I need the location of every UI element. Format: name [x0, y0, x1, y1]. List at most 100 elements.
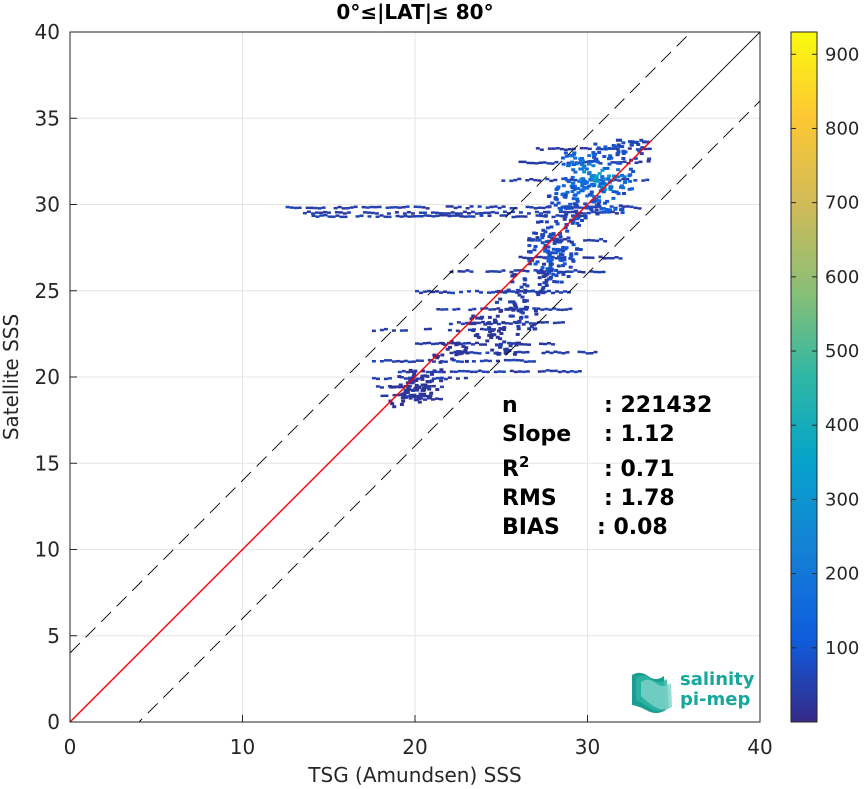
density-cell	[562, 258, 567, 262]
density-cell	[621, 186, 626, 190]
density-cell	[539, 214, 544, 218]
density-cell	[615, 161, 620, 165]
y-tick-label: 25	[35, 279, 60, 303]
density-cell	[484, 307, 489, 310]
density-cell	[628, 140, 632, 144]
stat-label-r2: R2	[502, 453, 529, 482]
density-cell	[448, 345, 452, 349]
density-cell	[561, 352, 566, 355]
density-cell	[429, 391, 434, 395]
density-cell	[458, 212, 463, 215]
density-cell	[561, 162, 566, 166]
density-cell	[556, 240, 561, 244]
density-cell	[321, 206, 326, 209]
density-cell	[431, 398, 435, 401]
density-cell	[590, 176, 595, 180]
density-cell	[601, 207, 606, 210]
density-cell	[526, 256, 531, 260]
density-cell	[637, 149, 642, 153]
density-cell	[443, 214, 448, 217]
density-cell	[415, 289, 419, 293]
density-cell	[323, 213, 328, 217]
density-cell	[606, 256, 611, 260]
density-cell	[553, 350, 558, 353]
density-cell	[596, 202, 601, 206]
density-cell	[589, 174, 594, 178]
density-cell	[578, 211, 583, 215]
density-cell	[548, 263, 553, 266]
density-cell	[523, 215, 528, 218]
density-cell	[420, 377, 425, 381]
density-cell	[471, 343, 475, 346]
density-cell	[537, 271, 542, 275]
density-cell	[561, 245, 566, 249]
density-cell	[579, 159, 583, 163]
density-cell	[647, 147, 652, 151]
density-cell	[398, 383, 403, 387]
density-cell	[530, 238, 535, 242]
density-cell	[539, 269, 544, 272]
density-cell	[399, 329, 404, 332]
density-cell	[532, 248, 537, 252]
density-cell	[416, 395, 421, 398]
density-cell	[422, 392, 427, 396]
density-cell	[548, 308, 553, 311]
density-cell	[562, 262, 567, 266]
density-cell	[596, 179, 601, 183]
density-cell	[645, 178, 650, 182]
density-cell	[479, 359, 484, 363]
density-cell	[496, 322, 501, 326]
density-cell	[597, 151, 602, 154]
density-cell	[413, 205, 418, 208]
density-cell	[375, 385, 380, 388]
density-cell	[512, 352, 517, 356]
density-cell	[452, 308, 457, 311]
density-cell	[589, 352, 594, 355]
density-cell	[451, 291, 455, 295]
density-cell	[553, 251, 558, 255]
density-cell	[507, 349, 512, 353]
density-cell	[541, 370, 546, 373]
density-cell	[625, 177, 630, 181]
density-cell	[331, 215, 336, 218]
density-cell	[499, 342, 503, 346]
density-cell	[547, 254, 552, 258]
density-cell	[575, 199, 580, 203]
density-cell	[597, 199, 602, 203]
density-cell	[583, 239, 588, 242]
density-cell	[605, 199, 610, 203]
density-cell	[524, 320, 529, 324]
density-cell	[620, 211, 625, 215]
density-cell	[445, 205, 450, 208]
density-cell	[417, 397, 421, 401]
density-cell	[533, 269, 538, 272]
density-cell	[421, 388, 425, 392]
density-cell	[318, 211, 323, 215]
density-cell	[645, 140, 650, 144]
density-cell	[549, 179, 554, 183]
density-cell	[457, 342, 462, 346]
density-cell	[506, 212, 511, 215]
density-cell	[419, 291, 423, 295]
density-cell	[568, 265, 573, 269]
density-cell	[463, 342, 467, 345]
density-cell	[611, 190, 616, 194]
density-cell	[590, 256, 595, 259]
density-cell	[590, 200, 595, 204]
density-cell	[553, 239, 558, 243]
density-cell	[551, 233, 556, 237]
density-cell	[616, 192, 621, 196]
chart-title: 0°≤|LAT|≤ 80°	[336, 0, 493, 24]
density-cell	[534, 312, 539, 316]
density-cell	[553, 178, 558, 182]
colorbar-ticks: 100 200 300 400 500 600 700 800 900	[791, 44, 859, 659]
density-cell	[551, 247, 556, 251]
density-cell	[605, 166, 610, 170]
density-cell	[542, 262, 546, 266]
density-cell	[503, 214, 508, 217]
density-cell	[561, 270, 566, 274]
density-cell	[563, 193, 568, 197]
density-cell	[547, 147, 552, 150]
density-cell	[485, 339, 490, 343]
density-cell	[591, 164, 596, 168]
